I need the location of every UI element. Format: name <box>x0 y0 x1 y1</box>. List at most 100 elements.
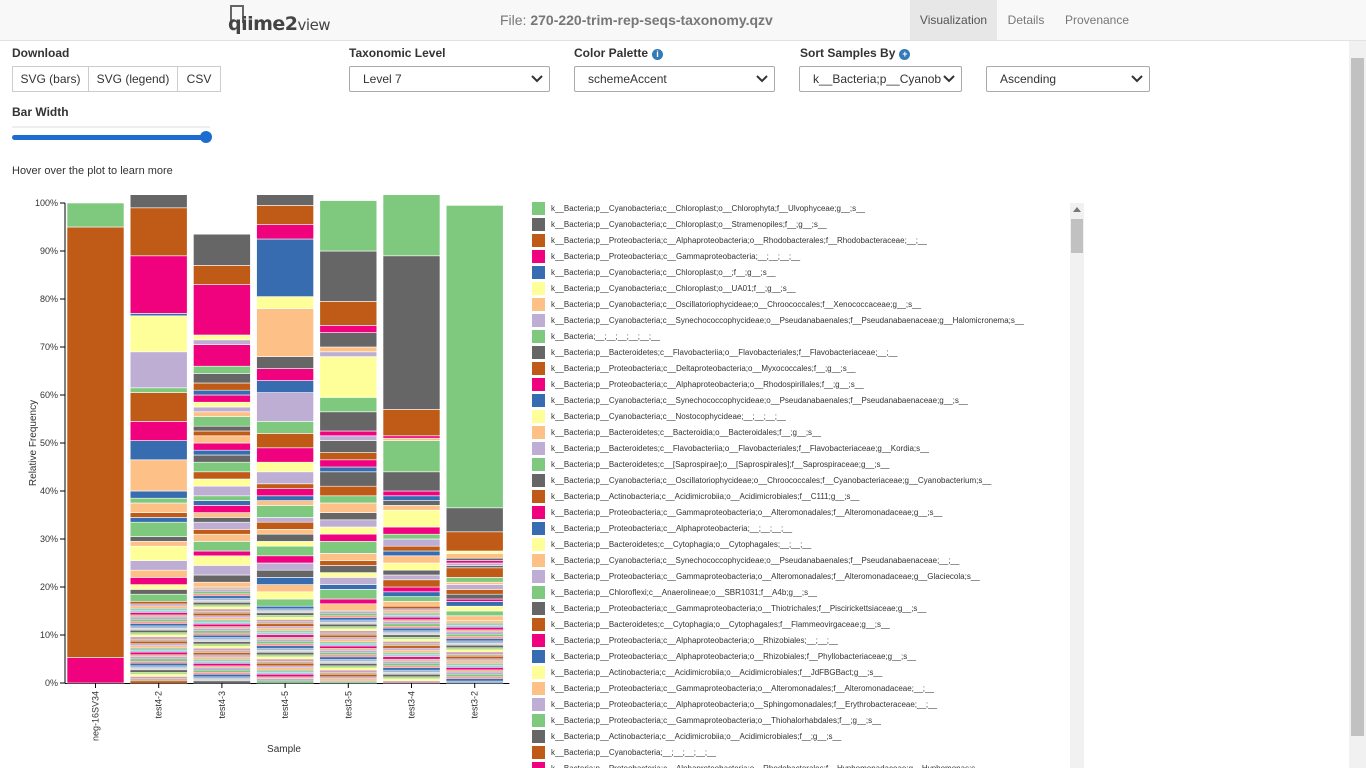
bar-segment <box>193 435 251 444</box>
bar-segment <box>319 665 377 669</box>
bar-width-slider-thumb[interactable] <box>200 131 212 143</box>
download-svg-bars-button[interactable]: SVG (bars) <box>12 66 89 92</box>
y-tick-label: 30% <box>40 534 58 544</box>
bar-segment <box>382 674 441 677</box>
bar-segment <box>319 663 377 666</box>
info-icon[interactable]: i <box>652 49 664 60</box>
bar-segment <box>319 519 378 528</box>
bar-segment <box>193 669 251 673</box>
legend-swatch <box>532 746 545 759</box>
legend-label: k__Bacteria;p__Bacteroidetes;c__Bacteroi… <box>551 428 821 437</box>
bar-width-label: Bar Width <box>12 105 69 119</box>
bar-segment <box>319 634 377 638</box>
bar-segment <box>129 207 188 257</box>
bar-segment <box>256 608 314 611</box>
bar-segment <box>193 533 251 542</box>
legend-label: k__Bacteria;p__Cyanobacteria;c__Chloropl… <box>551 284 796 293</box>
bar-segment <box>256 614 314 618</box>
legend-swatch <box>532 714 545 727</box>
bar-segment <box>193 671 251 675</box>
chevron-down-icon <box>1131 75 1143 83</box>
tab-visualization[interactable]: Visualization <box>910 0 997 40</box>
bar-segment <box>193 606 251 610</box>
sort-samples-select[interactable]: k__Bacteria;p__Cyanobacteria <box>799 66 962 92</box>
legend-swatch <box>532 250 545 263</box>
bar-segment <box>130 665 188 668</box>
bar-segment <box>130 618 188 622</box>
bar-segment <box>319 250 378 302</box>
bar-segment <box>446 662 504 666</box>
color-palette-select[interactable]: schemeAccent <box>574 66 775 92</box>
bar-segment <box>193 617 251 621</box>
bar-segment <box>129 392 188 422</box>
bar-segment <box>256 649 314 653</box>
tab-provenance[interactable]: Provenance <box>1064 13 1130 27</box>
bar-segment <box>193 495 251 501</box>
legend-label: k__Bacteria;p__Proteobacteria;c__Alphapr… <box>551 652 917 661</box>
bar-segment <box>256 238 314 297</box>
bar-segment <box>256 669 314 673</box>
color-palette-label: Color Palette i <box>574 46 664 60</box>
bar-segment <box>129 255 188 314</box>
y-axis-title: Relative Frequency <box>28 400 39 486</box>
download-svg-legend-button[interactable]: SVG (legend) <box>88 66 178 92</box>
bar-segment <box>382 671 441 675</box>
bar-segment <box>256 634 314 638</box>
sort-order-select[interactable]: Ascending <box>986 66 1150 92</box>
bar-segment <box>193 658 251 662</box>
bar-segment <box>319 577 378 585</box>
legend-swatch <box>532 618 545 631</box>
bar-segment <box>319 615 377 618</box>
page-scrollbar-thumb[interactable] <box>1351 58 1364 736</box>
bar-segment <box>319 652 377 655</box>
bar-segment <box>382 538 441 547</box>
legend-swatch <box>532 538 545 551</box>
legend-scrollbar-thumb[interactable] <box>1071 219 1083 253</box>
bar-segment <box>319 435 378 441</box>
add-sort-icon[interactable]: + <box>899 49 911 60</box>
bar-segment <box>193 593 251 597</box>
legend-swatch <box>532 218 545 231</box>
download-csv-button[interactable]: CSV <box>177 66 221 92</box>
bar-segment <box>256 517 314 523</box>
bar-segment <box>193 650 251 653</box>
bar-segment <box>130 601 188 604</box>
bar-segment <box>446 629 504 633</box>
bar-segment <box>319 533 378 542</box>
bar-segment <box>193 233 251 266</box>
bar-segment <box>446 673 504 677</box>
legend-swatch <box>532 234 545 247</box>
bar-segment <box>445 610 504 617</box>
y-tick-label: 90% <box>40 246 58 256</box>
legend-scrollbar[interactable] <box>1070 203 1084 768</box>
bar-segment <box>130 660 188 664</box>
legend[interactable]: k__Bacteria;p__Cyanobacteria;c__Chloropl… <box>530 200 1070 768</box>
bar-segment <box>319 650 377 653</box>
bar-segment <box>193 365 251 374</box>
bar-segment <box>256 598 314 607</box>
legend-label: k__Bacteria;p__Chloroflexi;c__Anaeroline… <box>551 588 817 597</box>
bar-segment <box>129 459 188 492</box>
bar-segment <box>319 485 378 497</box>
bar-segment <box>66 226 125 658</box>
bar-segment <box>193 339 251 345</box>
tab-details[interactable]: Details <box>1007 13 1045 27</box>
bar-segment <box>130 638 188 642</box>
bar-segment <box>256 656 314 660</box>
bar-segment <box>129 584 188 590</box>
bar-segment <box>193 613 251 616</box>
stacked-bar-chart[interactable]: 0% 10% 20% 30% 40% 50% 60% 70% 80% 90% 100% neg-16S… <box>20 195 520 755</box>
bar-segment <box>256 569 314 578</box>
bar-segment <box>446 651 504 655</box>
legend-swatch <box>532 762 545 768</box>
taxonomic-level-select[interactable]: Level 7 <box>349 66 550 92</box>
bar-segment <box>382 676 441 679</box>
bar-segment <box>256 562 314 571</box>
qiime2-view-logo[interactable]: qiime2view <box>226 4 331 36</box>
scroll-up-icon[interactable] <box>1073 207 1081 212</box>
bar-segment <box>319 676 377 679</box>
bar-segment <box>446 631 504 635</box>
legend-swatch <box>532 666 545 679</box>
bar-width-slider-track[interactable] <box>12 135 210 140</box>
bar-segment <box>382 255 441 410</box>
